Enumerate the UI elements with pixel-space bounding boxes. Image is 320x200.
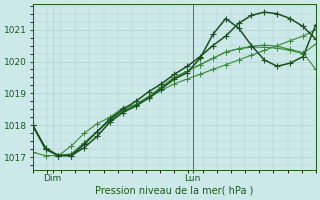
X-axis label: Pression niveau de la mer( hPa ): Pression niveau de la mer( hPa ) — [95, 186, 253, 196]
